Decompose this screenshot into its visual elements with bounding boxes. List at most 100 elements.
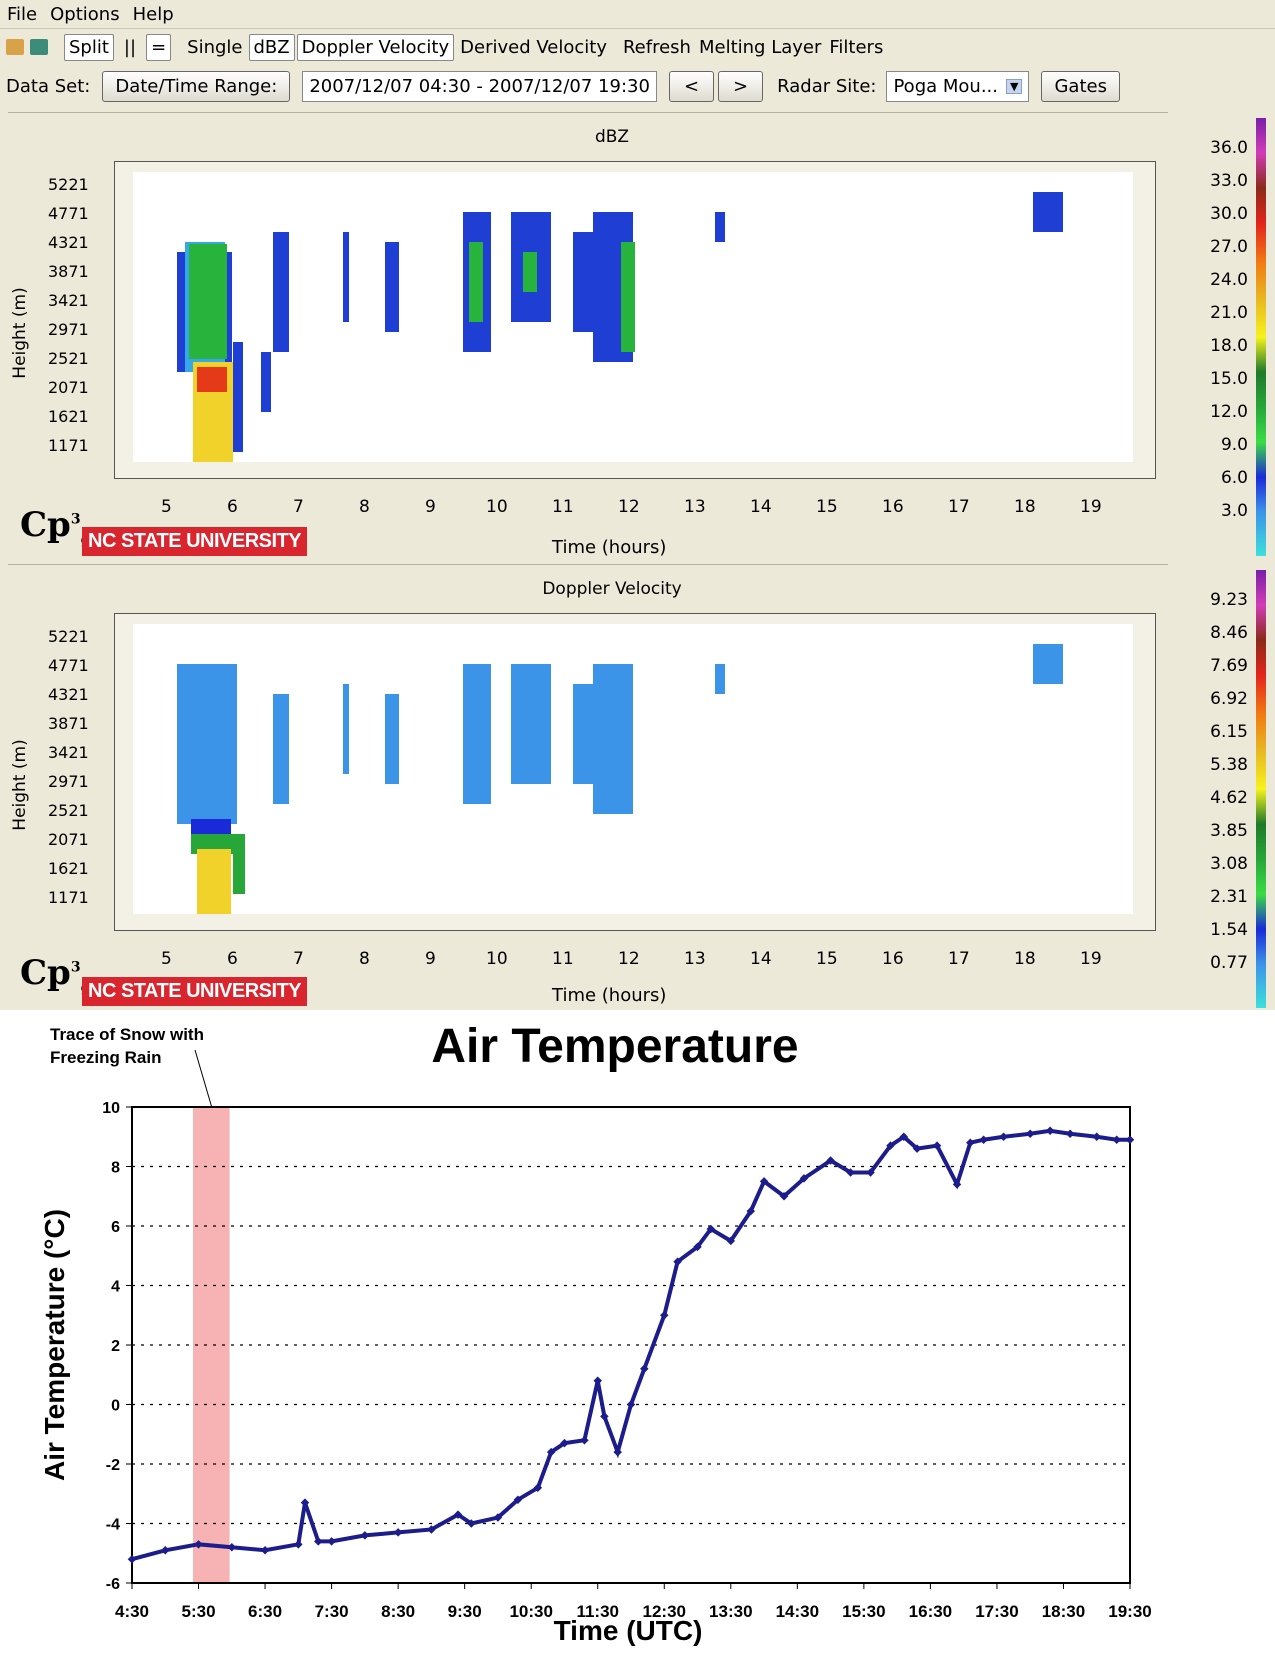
radar-site-select[interactable]: Poga Mou... ▼	[886, 70, 1030, 102]
data-point	[1112, 1135, 1121, 1144]
y-tick: 2521	[48, 801, 89, 820]
split-button[interactable]: Split	[64, 33, 114, 61]
y-tick-label: 8	[111, 1160, 120, 1177]
data-point	[194, 1540, 203, 1549]
doppler-velocity-button[interactable]: Doppler Velocity	[296, 33, 455, 61]
x-tick-label: 9:30	[448, 1602, 482, 1621]
y-tick: 3871	[48, 262, 89, 281]
data-point	[513, 1495, 523, 1504]
x-tick: 7	[293, 949, 304, 969]
x-tick: 19	[1080, 949, 1102, 969]
y-tick: 2071	[48, 378, 89, 397]
x-tick: 14	[750, 497, 772, 517]
data-point	[886, 1141, 895, 1150]
y-tick-label: -2	[106, 1457, 120, 1474]
colorbar-label: 12.0	[1210, 402, 1248, 422]
y-tick-label: 2	[111, 1338, 120, 1355]
previous-button[interactable]: <	[668, 70, 715, 102]
colorbar-label: 6.0	[1220, 468, 1248, 488]
refresh-button[interactable]: Refresh	[622, 36, 691, 58]
data-point	[227, 1543, 237, 1552]
data-point	[314, 1537, 323, 1546]
vertical-split-button[interactable]: ||	[123, 36, 137, 58]
x-tick: 5	[161, 497, 172, 517]
colorbar-label: 2.31	[1210, 887, 1248, 907]
date-time-range-field[interactable]: 2007/12/07 04:30 - 2007/12/07 19:30	[302, 70, 657, 102]
x-tick: 11	[552, 949, 574, 969]
x-tick: 13	[684, 497, 706, 517]
single-button[interactable]: Single	[187, 36, 243, 58]
x-tick: 17	[948, 949, 970, 969]
dbz-button[interactable]: dBZ	[248, 33, 295, 61]
data-point	[826, 1156, 835, 1165]
melting-layer-button[interactable]: Melting Layer	[698, 36, 822, 58]
dbz-plot-area	[133, 172, 1133, 462]
x-tick: 9	[425, 949, 436, 969]
x-axis-label: Time (UTC)	[554, 1615, 703, 1646]
y-tick: 2071	[48, 830, 89, 849]
x-tick-label: 8:30	[381, 1602, 415, 1621]
x-tick: 18	[1014, 497, 1036, 517]
x-tick: 15	[816, 949, 838, 969]
menu-help[interactable]: Help	[132, 3, 174, 25]
y-tick: 2971	[48, 320, 89, 339]
dbz-panel-title: dBZ	[594, 127, 630, 147]
colorbar-label: 6.15	[1210, 722, 1248, 742]
y-tick-label: 0	[111, 1398, 120, 1415]
colorbar-label: 1.54	[1210, 920, 1248, 940]
colorbar-label: 3.0	[1220, 501, 1248, 521]
x-tick-label: 19:30	[1108, 1602, 1151, 1621]
horizontal-split-button[interactable]: =	[146, 33, 172, 61]
temperature-series	[127, 1126, 1135, 1564]
x-tick: 10	[486, 497, 508, 517]
air-temperature-chart: Air Temperature Trace of Snow with Freez…	[0, 1010, 1275, 1650]
nc-state-logo: NC STATE UNIVERSITY	[82, 977, 308, 1006]
x-tick: 6	[227, 497, 238, 517]
filters-button[interactable]: Filters	[829, 36, 884, 58]
y-tick: 2971	[48, 772, 89, 791]
y-tick-label: 4	[111, 1279, 120, 1296]
data-point	[327, 1537, 336, 1546]
x-tick: 10	[486, 949, 508, 969]
x-tick: 17	[948, 497, 970, 517]
colorbar-label: 7.69	[1210, 656, 1248, 676]
save-icon[interactable]	[30, 39, 48, 55]
open-folder-icon[interactable]	[6, 39, 24, 55]
radar-site-value: Poga Mou...	[893, 75, 998, 97]
date-time-range-button[interactable]: Date/Time Range:	[102, 70, 291, 102]
data-point	[1092, 1132, 1101, 1141]
data-point	[533, 1483, 543, 1493]
y-tick: 2521	[48, 349, 89, 368]
data-point	[467, 1519, 476, 1528]
doppler-x-ticks: 5 6 7 8 9 10 11 12 13 14 15 16 17 18 19	[8, 949, 1168, 971]
x-tick: 16	[882, 949, 904, 969]
y-tick: 5221	[48, 175, 89, 194]
x-tick: 12	[618, 497, 640, 517]
next-button[interactable]: >	[718, 70, 764, 102]
menu-file[interactable]: File	[7, 3, 38, 25]
data-point	[161, 1546, 170, 1555]
colorbar-label: 15.0	[1210, 369, 1248, 389]
x-tick: 15	[816, 497, 838, 517]
derived-velocity-button[interactable]: Derived Velocity	[460, 36, 607, 58]
colorbar-label: 21.0	[1210, 303, 1248, 323]
colorbar-label: 3.08	[1210, 854, 1248, 874]
x-tick: 5	[161, 949, 172, 969]
radar-app-window: File Options Help Split || = Single dBZ …	[0, 0, 1275, 1011]
data-point	[260, 1546, 270, 1555]
chevron-down-icon[interactable]: ▼	[1006, 78, 1023, 94]
dbz-panel: dBZ	[8, 112, 1168, 565]
data-point	[560, 1438, 569, 1448]
gates-button[interactable]: Gates	[1041, 70, 1120, 102]
nc-state-logo: NC STATE UNIVERSITY	[82, 527, 308, 556]
x-tick: 14	[750, 949, 772, 969]
y-tick-label: -4	[106, 1517, 120, 1534]
data-point	[999, 1132, 1008, 1141]
y-tick: 3871	[48, 714, 89, 733]
x-tick-label: 14:30	[776, 1602, 819, 1621]
x-tick-label: 11:30	[576, 1602, 619, 1621]
menu-options[interactable]: Options	[50, 3, 120, 25]
colorbar-label: 24.0	[1210, 270, 1248, 290]
y-tick: 4771	[48, 204, 89, 223]
data-point	[932, 1141, 942, 1150]
